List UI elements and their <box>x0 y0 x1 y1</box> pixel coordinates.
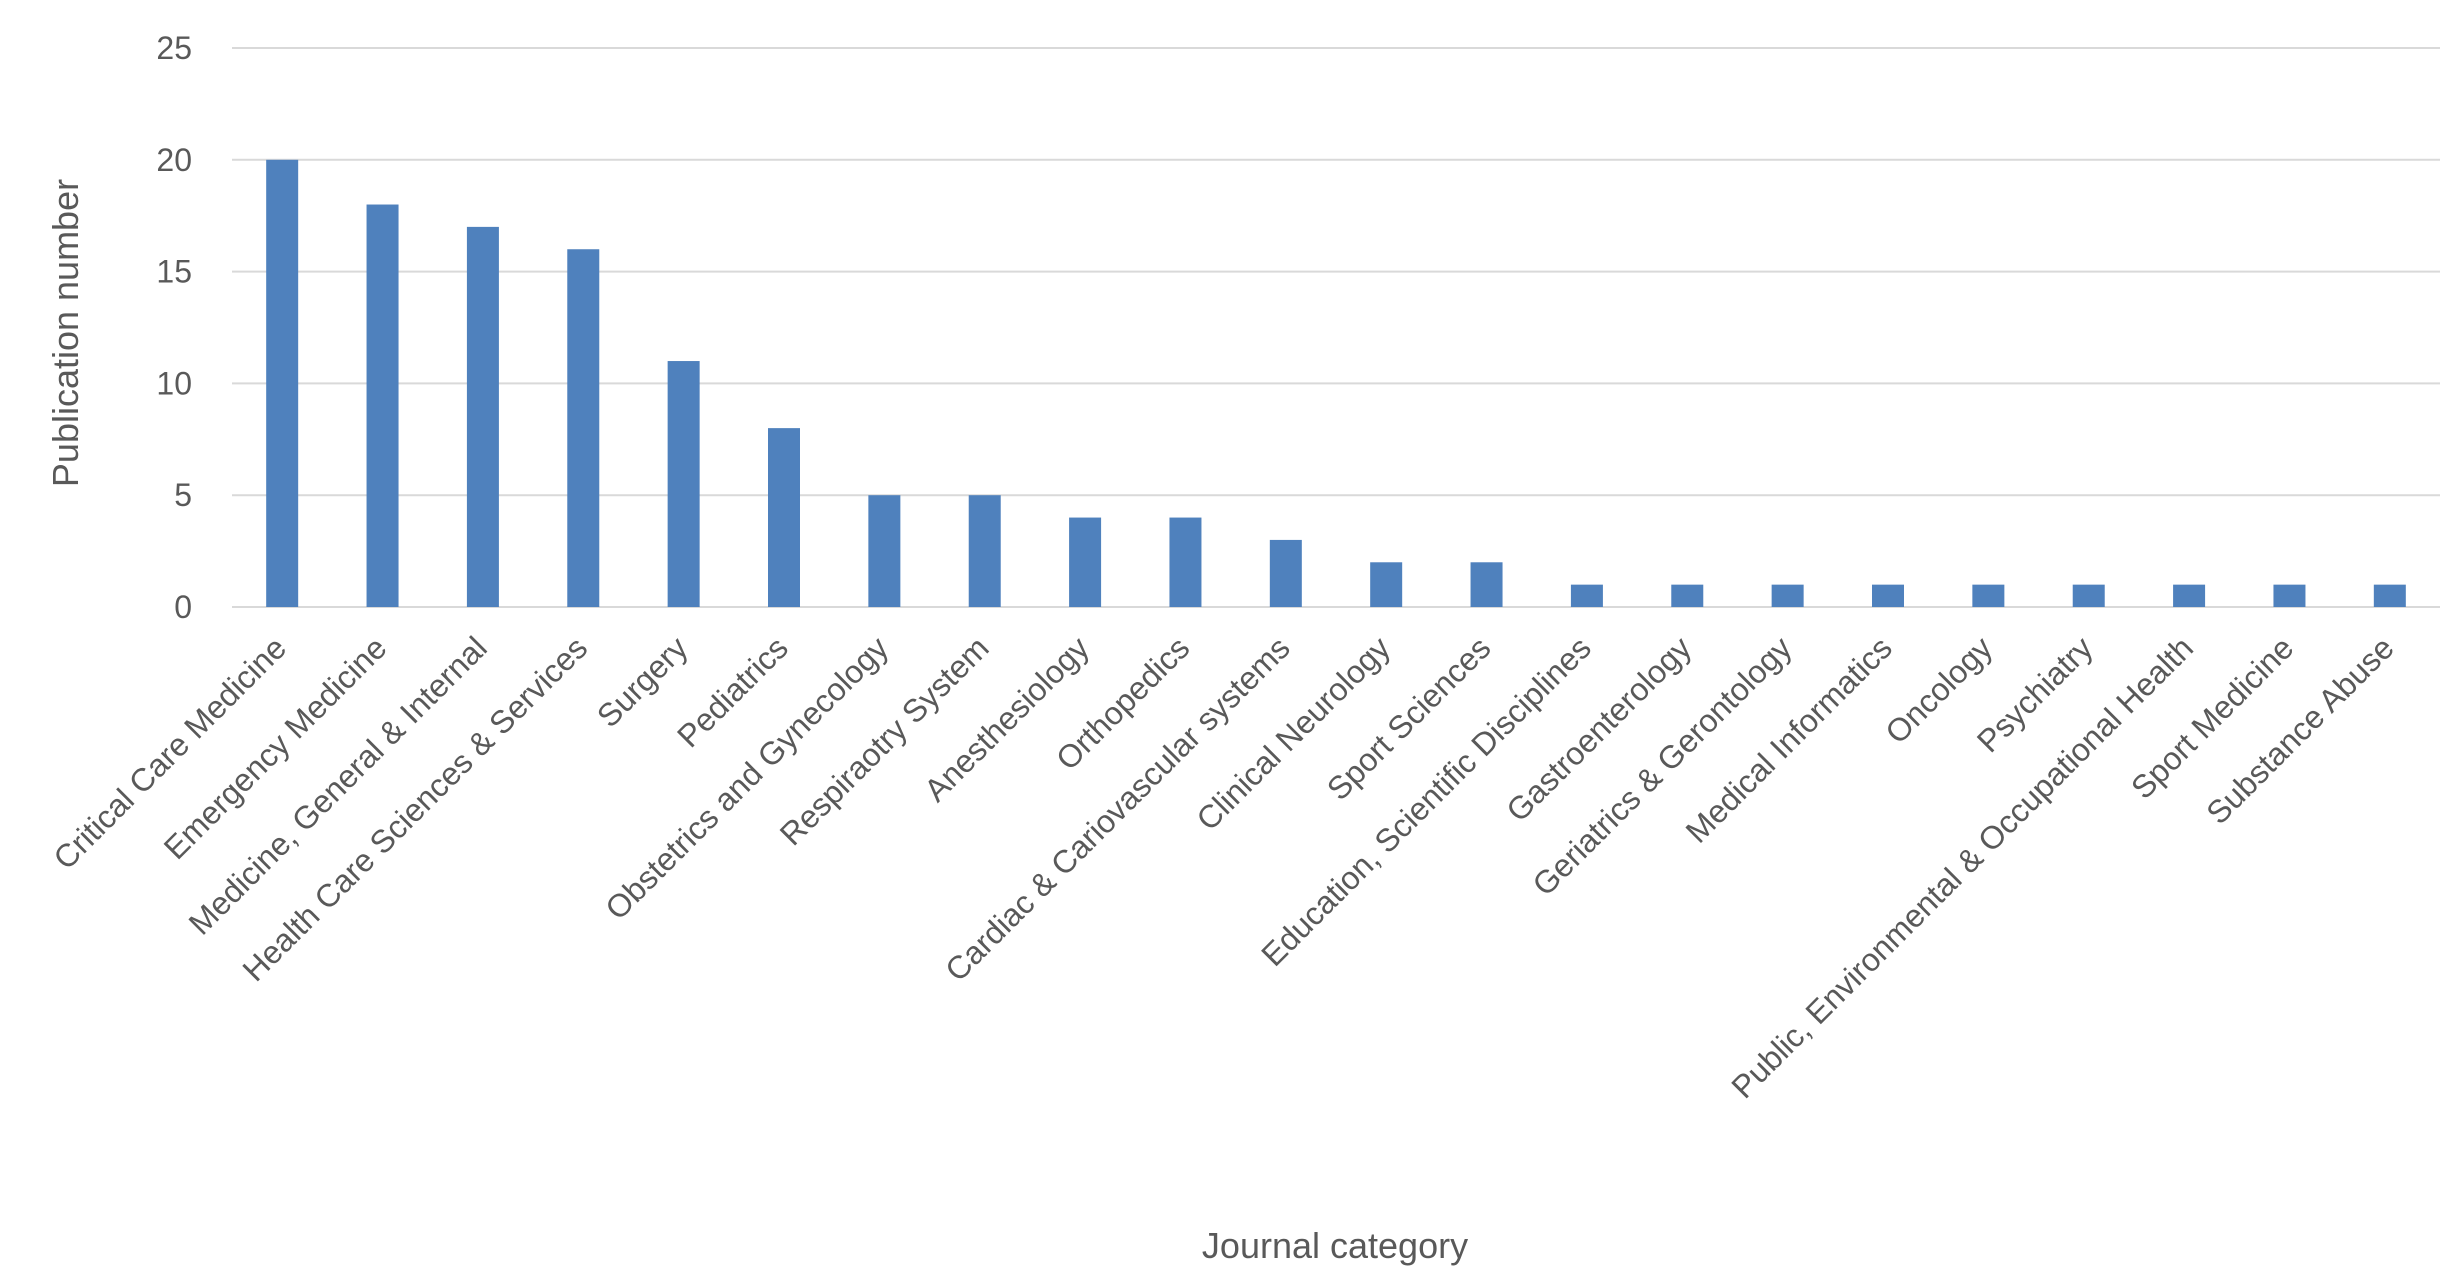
bar <box>968 495 1001 607</box>
x-category-label: Surgery <box>590 629 695 734</box>
y-axis-title: Publication number <box>45 179 86 487</box>
bars <box>266 159 2406 608</box>
bar <box>1069 517 1102 607</box>
bar <box>1269 539 1302 607</box>
bar <box>1972 584 2005 607</box>
bar <box>567 249 600 608</box>
bar <box>466 226 499 607</box>
bar <box>868 495 901 607</box>
y-axis-ticks: 0 5 10 15 20 25 <box>156 30 192 625</box>
bar <box>2373 584 2406 607</box>
bar <box>2173 584 2206 607</box>
bar <box>2072 584 2105 607</box>
bar <box>768 428 800 607</box>
y-tick-label: 20 <box>156 142 192 178</box>
x-axis-title: Journal category <box>1202 1225 1468 1266</box>
bar <box>366 204 399 607</box>
bar <box>1671 584 1704 607</box>
y-tick-label: 5 <box>174 477 192 513</box>
bar <box>2273 584 2306 607</box>
bar <box>266 159 299 608</box>
y-tick-label: 25 <box>156 30 192 66</box>
bar <box>1872 584 1904 607</box>
bar <box>1570 584 1603 607</box>
x-category-label: Clinical Neurology <box>1189 629 1397 837</box>
bar <box>1470 562 1503 607</box>
bar <box>1169 517 1202 607</box>
bar <box>667 361 700 607</box>
x-category-label: Public, Environmental & Occupational Hea… <box>1724 629 2200 1105</box>
y-tick-label: 0 <box>174 589 192 625</box>
bar <box>1370 562 1403 607</box>
y-tick-label: 10 <box>156 365 192 401</box>
gridlines <box>232 47 2440 608</box>
x-category-label: Gastroenterology <box>1499 629 1698 828</box>
y-tick-label: 15 <box>156 254 192 290</box>
x-category-label: Substance Abuse <box>2199 629 2401 831</box>
bar <box>1771 584 1804 607</box>
